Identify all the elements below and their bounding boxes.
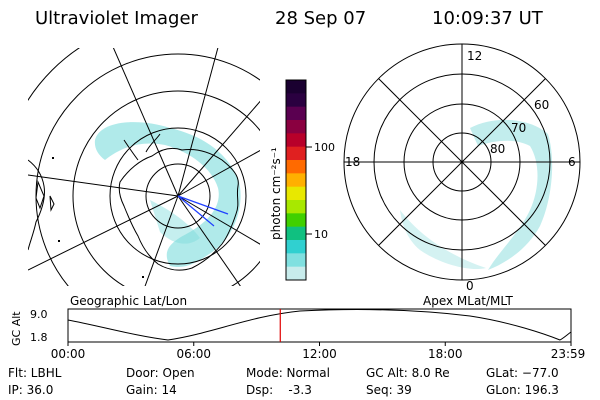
south-america-coastline [28, 159, 45, 251]
antarctica-coastline [118, 147, 239, 271]
time-tick-0000: 00:00 [51, 347, 86, 361]
status-glon: GLon: 196.3 [486, 383, 559, 397]
colorbar-tick-10: 10 [314, 228, 328, 241]
colorbar-cell [286, 200, 306, 214]
time-tick-1800: 18:00 [428, 347, 463, 361]
colorbar-cell [286, 160, 306, 174]
colorbar-cell [286, 226, 306, 241]
mlt-label-12: 12 [467, 49, 482, 63]
mlt-label-6: 6 [568, 155, 576, 169]
instrument-title: Ultraviolet Imager [35, 8, 199, 29]
status-glat: GLat: −77.0 [486, 366, 559, 380]
status-footer: Flt: LBHL IP: 36.0 Door: Open Gain: 14 M… [8, 366, 559, 397]
colorbar-unit-label: photon cm⁻²s⁻¹ [269, 147, 283, 240]
colorbar: 100 10 photon cm⁻²s⁻¹ [269, 79, 335, 281]
aurora-oval-magnetic [470, 119, 553, 270]
colorbar-cell [286, 133, 306, 148]
colorbar-cell [286, 253, 306, 268]
status-gc-alt: GC Alt: 8.0 Re [366, 366, 450, 380]
mlat-label-80: 80 [490, 142, 505, 156]
geographic-map [28, 48, 260, 286]
altitude-plot: GC Alt 9.0 1.8 00:00 06:00 12:00 18:00 2… [10, 308, 585, 361]
status-seq: Seq: 39 [366, 383, 412, 397]
status-ip: IP: 36.0 [8, 383, 53, 397]
altitude-tick-low: 1.8 [30, 331, 48, 344]
status-door: Door: Open [126, 366, 195, 380]
colorbar-cell [286, 106, 306, 121]
status-mode: Mode: Normal [246, 366, 330, 380]
colorbar-cell [286, 266, 306, 281]
status-dsp: Dsp: -3.3 [246, 383, 312, 397]
sun-direction-line [177, 195, 229, 215]
time-tick-1200: 12:00 [302, 347, 337, 361]
colorbar-cell [286, 213, 306, 228]
observation-date: 28 Sep 07 [275, 8, 366, 29]
colorbar-tick-100: 100 [314, 141, 335, 154]
colorbar-cell [286, 186, 306, 201]
magnetic-map-caption: Apex MLat/MLT [423, 294, 513, 308]
mlat-label-70: 70 [511, 121, 526, 135]
colorbar-cell [286, 173, 306, 188]
colorbar-cell [286, 146, 306, 161]
mlt-label-0: 0 [466, 279, 474, 293]
status-filter: Flt: LBHL [8, 366, 62, 380]
magnetic-map: 12 18 6 0 60 70 80 [343, 43, 581, 293]
status-gain: Gain: 14 [126, 383, 177, 397]
altitude-plot-ylabel: GC Alt [10, 311, 23, 346]
mlt-label-18: 18 [345, 155, 360, 169]
colorbar-cell [286, 93, 306, 108]
aurora-oval-geographic [94, 122, 241, 268]
colorbar-cell [286, 120, 306, 134]
altitude-curve [67, 309, 572, 341]
colorbar-cell [286, 80, 306, 94]
time-tick-0600: 06:00 [176, 347, 211, 361]
colorbar-cell [286, 240, 306, 254]
observation-time: 10:09:37 UT [432, 8, 544, 29]
mlat-label-60: 60 [534, 98, 549, 112]
time-tick-2359: 23:59 [551, 347, 586, 361]
geographic-map-caption: Geographic Lat/Lon [70, 294, 187, 308]
altitude-tick-high: 9.0 [30, 308, 48, 321]
